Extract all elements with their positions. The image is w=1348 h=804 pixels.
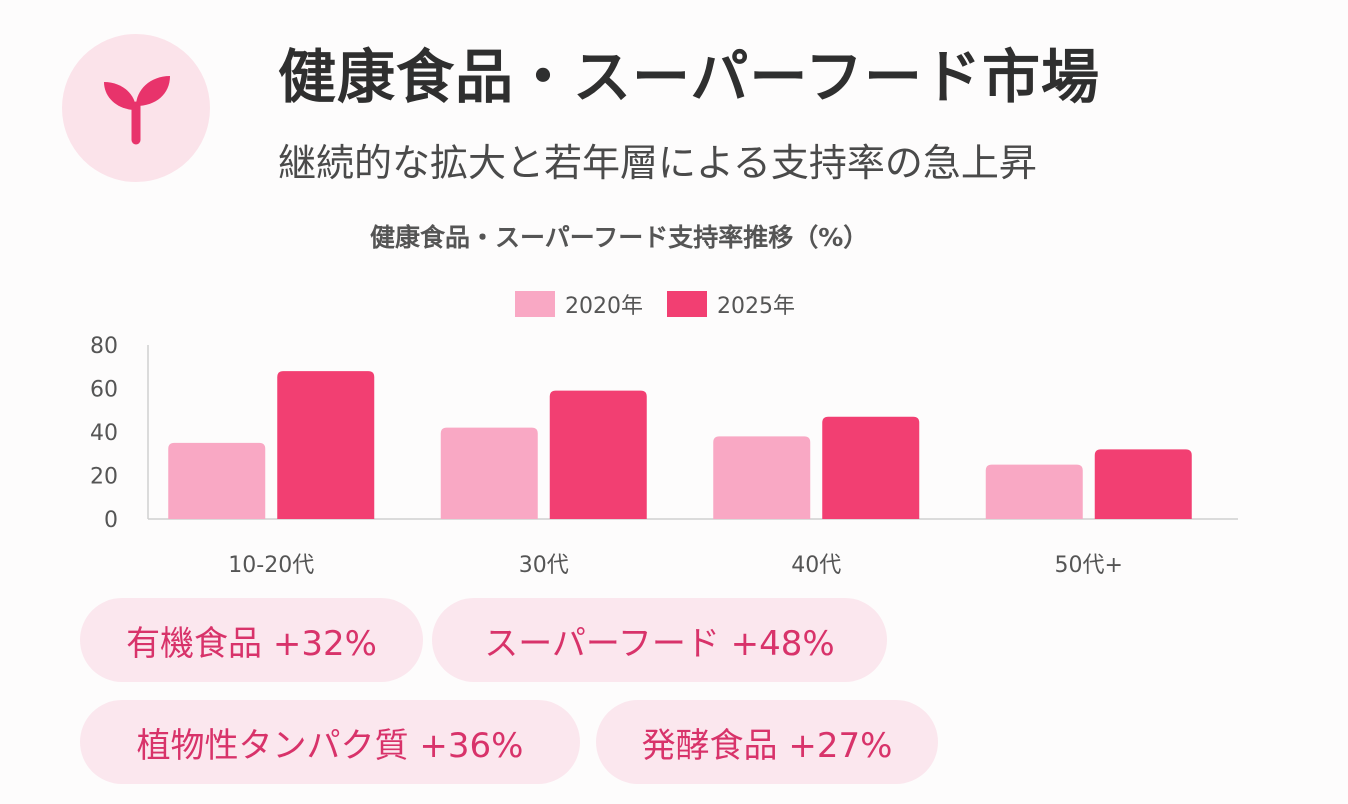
legend-label-2020: 2020年 (565, 294, 643, 319)
bar-2020-2 (713, 436, 811, 519)
y-tick-label: 40 (90, 421, 118, 446)
x-tick-label: 30代 (519, 553, 569, 578)
page-title: 健康食品・スーパーフード市場 (278, 43, 1100, 111)
y-tick-label: 60 (90, 378, 118, 403)
bar-2025-0 (277, 371, 375, 519)
legend-swatch-2025 (667, 291, 707, 317)
legend-swatch-2020 (515, 291, 555, 317)
chart-title: 健康食品・スーパーフード支持率推移（%） (370, 223, 869, 252)
legend-item-2020: 2020年 (515, 288, 643, 320)
logo-badge (62, 34, 210, 182)
legend-item-2025: 2025年 (667, 288, 795, 320)
sprout-icon (104, 76, 170, 145)
bar-2020-0 (168, 442, 266, 519)
chart-legend: 2020年 2025年 (0, 288, 1348, 324)
bar-2025-2 (822, 416, 920, 519)
tag-organic-food: 有機食品 +32% (80, 598, 423, 682)
bar-2025-1 (549, 390, 647, 519)
y-tick-label: 0 (104, 508, 118, 533)
bar-2025-3 (1094, 449, 1192, 519)
tag-plant-protein: 植物性タンパク質 +36% (80, 700, 580, 784)
bar-chart: 0 20 40 60 80 10-20代 30代 40代 50代+ (90, 334, 1238, 578)
y-tick-label: 80 (90, 334, 118, 359)
x-tick-label: 40代 (791, 553, 841, 578)
tag-superfood: スーパーフード +48% (432, 598, 887, 682)
bar-2020-1 (440, 427, 538, 519)
legend-label-2025: 2025年 (717, 294, 795, 319)
tag-fermented-food: 発酵食品 +27% (596, 700, 938, 784)
y-tick-label: 20 (90, 465, 118, 490)
page-subtitle: 継続的な拡大と若年層による支持率の急上昇 (278, 141, 1037, 185)
x-tick-label: 10-20代 (228, 553, 314, 578)
bar-2020-3 (985, 464, 1083, 519)
x-tick-label: 50代+ (1055, 553, 1123, 578)
